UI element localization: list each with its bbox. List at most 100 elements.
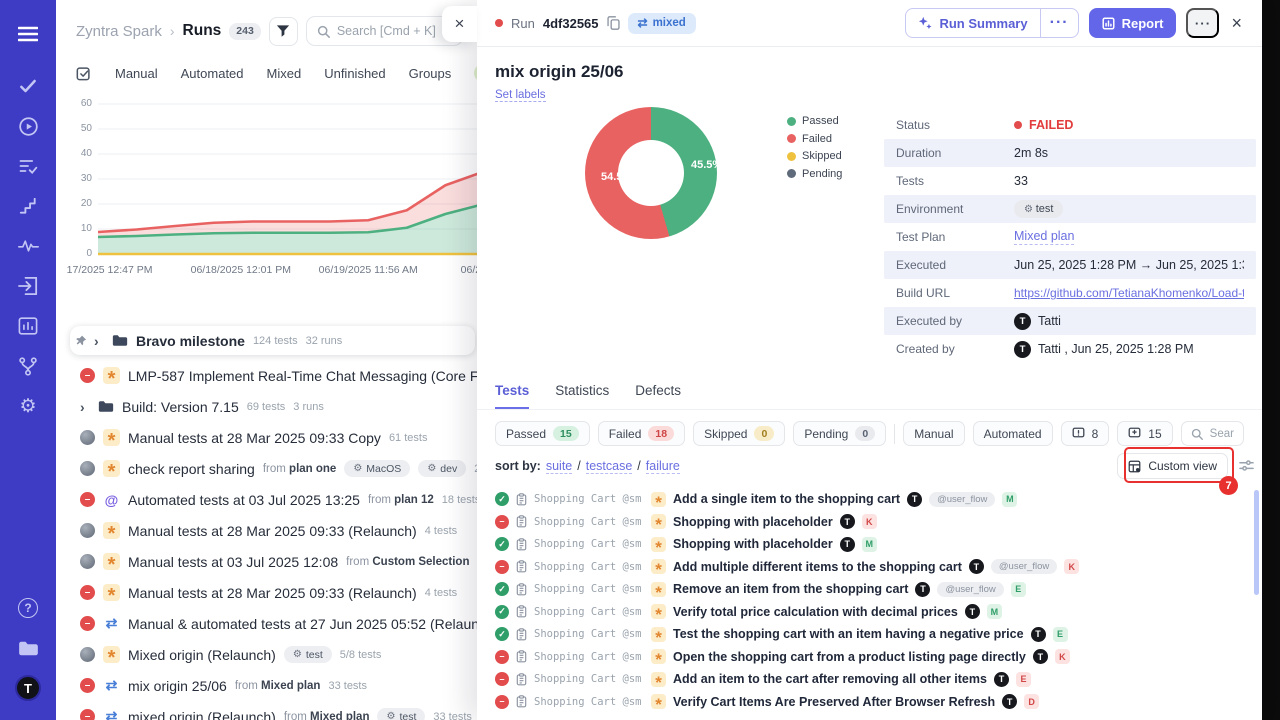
test-status-icon	[495, 604, 509, 619]
run-detail-drawer: × Run 4df32565 mixed Run Summary ··· Rep…	[442, 0, 1262, 720]
run-row[interactable]: check report sharing from plan one MacOS…	[56, 453, 477, 484]
attachments-filter-chip[interactable]: 15	[1117, 421, 1173, 446]
run-row[interactable]: Manual & automated tests at 27 Jun 2025 …	[56, 608, 477, 639]
env-tag[interactable]: tes	[474, 64, 477, 82]
tab-statistics[interactable]: Statistics	[555, 383, 610, 398]
status-filter-chip[interactable]: Failed 18	[597, 421, 686, 446]
test-title: Test the shopping cart with an item havi…	[673, 627, 1024, 642]
tab-mixed[interactable]: Mixed	[266, 65, 302, 81]
report-icon[interactable]	[8, 306, 48, 346]
run-summary-button[interactable]: Run Summary	[906, 9, 1039, 37]
test-row[interactable]: Shopping Cart @sm... Add an item to the …	[477, 668, 1262, 691]
breadcrumb-project[interactable]: Zyntra Spark	[76, 22, 162, 40]
tests-search[interactable]	[1180, 421, 1244, 446]
avatar[interactable]: T	[8, 668, 48, 708]
manual-filter-chip[interactable]: Manual	[903, 421, 965, 446]
run-meta: 69 tests	[246, 400, 286, 413]
run-row[interactable]: Manual tests at 03 Jul 2025 12:08 from C…	[56, 546, 477, 577]
chevron-right-icon[interactable]: ›	[80, 398, 85, 415]
test-row[interactable]: Shopping Cart @sm... Verify Cart Items A…	[477, 691, 1262, 714]
status-filter-chip[interactable]: Skipped 0	[693, 421, 786, 446]
runs-header: Zyntra Spark › Runs 243	[56, 0, 477, 54]
set-labels-link[interactable]: Set labels	[495, 89, 546, 102]
comments-filter-chip[interactable]: 8	[1060, 421, 1110, 446]
test-row[interactable]: Shopping Cart @sm... Shopping with place…	[477, 511, 1262, 534]
sort-by-failure[interactable]: failure	[645, 458, 680, 474]
more-actions-button[interactable]: ···	[1186, 8, 1220, 38]
filter-button[interactable]	[268, 16, 298, 46]
folder-icon[interactable]	[8, 628, 48, 668]
report-button[interactable]: Report	[1088, 8, 1177, 38]
run-summary-more-button[interactable]: ···	[1039, 9, 1078, 37]
view-settings-icon[interactable]	[1239, 458, 1254, 473]
sort-by-testcase[interactable]: testcase	[585, 458, 633, 474]
chip-count: 18	[648, 426, 675, 441]
copy-icon[interactable]	[606, 16, 620, 30]
user-flow-tag: @user_flow	[929, 491, 996, 507]
tests-search-input[interactable]	[1209, 427, 1234, 440]
tab-groups[interactable]: Groups	[408, 65, 452, 81]
gear-icon[interactable]: ⚙	[19, 395, 37, 417]
run-row[interactable]: mixed origin (Relaunch) from Mixed plan …	[56, 701, 477, 720]
run-type-badge: mixed	[627, 12, 696, 34]
test-row[interactable]: Shopping Cart @sm... Remove an item from…	[477, 578, 1262, 601]
run-title: Manual tests at 28 Mar 2025 09:33 (Relau…	[128, 584, 417, 601]
run-row[interactable]: Manual tests at 28 Mar 2025 09:33 (Relau…	[56, 515, 477, 546]
run-row[interactable]: LMP-587 Implement Real-Time Chat Messagi…	[56, 360, 477, 391]
test-suite-path: Shopping Cart @sm...	[534, 583, 644, 596]
drawer-close-button[interactable]: ×	[1231, 12, 1242, 33]
run-row[interactable]: mix origin 25/06 from Mixed plan 33 test…	[56, 670, 477, 701]
tab-tests[interactable]: Tests	[495, 383, 530, 409]
test-suite-path: Shopping Cart @sm...	[534, 673, 644, 686]
run-row[interactable]: Automated tests at 03 Jul 2025 13:25 fro…	[56, 484, 477, 515]
help-icon[interactable]: ?	[8, 588, 48, 628]
run-status-icon	[80, 523, 95, 538]
assignee-avatar: T	[907, 491, 923, 507]
tab-automated[interactable]: Automated	[180, 65, 244, 81]
check-icon[interactable]	[8, 66, 48, 106]
breadcrumb-section[interactable]: Runs	[182, 22, 222, 39]
y-axis-tick: 0	[86, 248, 92, 259]
select-runs-icon[interactable]	[76, 65, 92, 81]
sort-by-suite[interactable]: suite	[545, 458, 573, 474]
pulse-icon[interactable]	[8, 226, 48, 266]
clipboard-icon	[516, 650, 527, 663]
search-input[interactable]	[336, 24, 452, 38]
chevron-right-icon[interactable]: ›	[94, 332, 99, 349]
pin-icon[interactable]	[76, 335, 88, 347]
run-from: from plan one	[262, 462, 337, 475]
runs-search[interactable]	[305, 16, 463, 46]
test-row[interactable]: Shopping Cart @sm... Open the shopping c…	[477, 646, 1262, 669]
run-origin-icon	[103, 522, 120, 539]
run-row[interactable]: Manual tests at 28 Mar 2025 09:33 Copy 6…	[56, 422, 477, 453]
drawer-close-tab[interactable]: ×	[442, 6, 477, 42]
tab-defects[interactable]: Defects	[635, 383, 682, 398]
test-row[interactable]: Shopping Cart @sm... Add a single item t…	[477, 488, 1262, 511]
custom-view-button[interactable]: Custom view	[1117, 453, 1228, 479]
run-row[interactable]: Manual tests at 28 Mar 2025 09:33 (Relau…	[56, 577, 477, 608]
steps-icon[interactable]	[8, 186, 48, 226]
detail-value: Tatti	[1014, 313, 1061, 330]
automated-filter-chip[interactable]: Automated	[972, 421, 1053, 446]
play-circle-icon[interactable]	[8, 106, 48, 146]
test-row[interactable]: Shopping Cart @sm... Test the shopping c…	[477, 623, 1262, 646]
tab-manual[interactable]: Manual	[115, 65, 158, 81]
test-row[interactable]: Shopping Cart @sm... Add multiple differ…	[477, 556, 1262, 579]
failed-percent-label: 54.5%	[601, 171, 633, 183]
menu-icon[interactable]	[8, 14, 48, 54]
branch-icon[interactable]	[8, 346, 48, 386]
burst-icon	[651, 626, 666, 642]
status-filter-chip[interactable]: Passed 15	[495, 421, 590, 446]
status-filter-chip[interactable]: Pending 0	[793, 421, 887, 446]
assignee-avatar: T	[1030, 626, 1046, 642]
run-row[interactable]: Mixed origin (Relaunch) test 5/8 tests	[56, 639, 477, 670]
run-row[interactable]: › Build: Version 7.15 69 tests 3 runs	[56, 391, 477, 422]
tests-list: Shopping Cart @sm... Add a single item t…	[477, 486, 1262, 713]
run-row[interactable]: › Bravo milestone 124 tests 32 runs	[70, 326, 475, 355]
test-row[interactable]: Shopping Cart @sm... Shopping with place…	[477, 533, 1262, 556]
sign-in-icon[interactable]	[8, 266, 48, 306]
test-row[interactable]: Shopping Cart @sm... Verify total price …	[477, 601, 1262, 624]
tests-scrollbar[interactable]	[1254, 490, 1259, 595]
tab-unfinished[interactable]: Unfinished	[324, 65, 386, 81]
list-check-icon[interactable]	[8, 146, 48, 186]
